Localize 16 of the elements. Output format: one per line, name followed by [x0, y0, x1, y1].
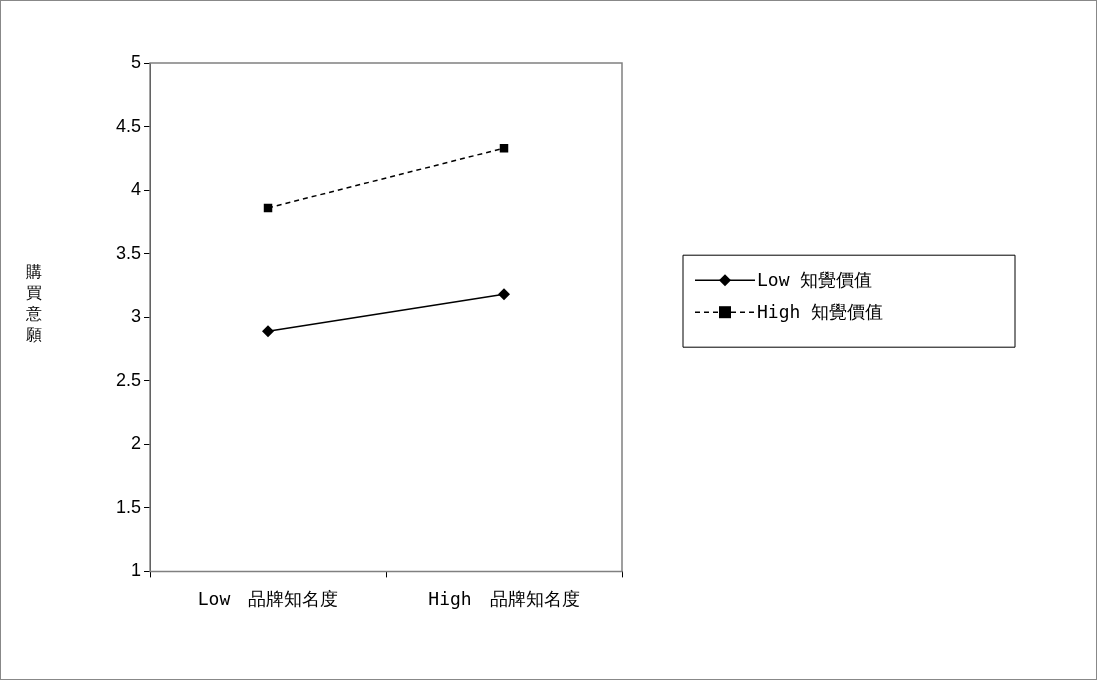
y-tick-label: 5: [131, 51, 142, 72]
y-tick-label: 2.5: [115, 369, 142, 390]
legend-label: Low 知覺價值: [757, 268, 873, 290]
x-tick-label: Low 品牌知名度: [197, 587, 339, 609]
x-tick-label: High 品牌知名度: [428, 587, 580, 609]
y-tick-label: 1.5: [115, 496, 142, 517]
y-tick-label: 2: [131, 433, 142, 454]
y-tick-label: 4: [131, 179, 142, 200]
y-tick-label: 1: [131, 560, 142, 581]
y-axis-title: 購買意願: [26, 262, 43, 346]
point: [262, 325, 275, 338]
legend-label: High 知覺價值: [757, 300, 884, 322]
y-tick-label: 3.5: [115, 242, 142, 263]
y-tick-label: 4.5: [115, 115, 142, 136]
point: [498, 288, 511, 301]
y-tick-label: 3: [131, 306, 142, 327]
